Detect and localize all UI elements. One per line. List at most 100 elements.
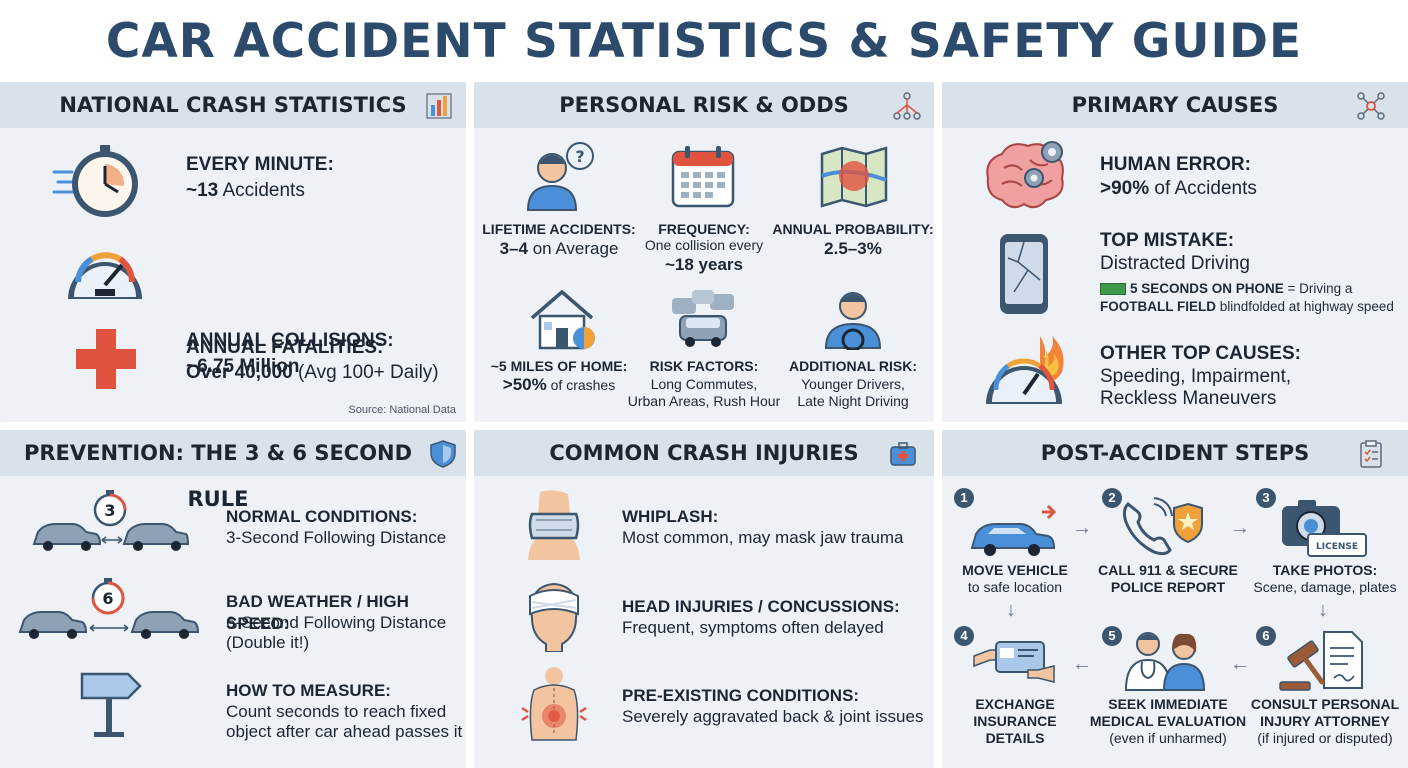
first-aid-kit-icon <box>890 442 916 466</box>
step-sub2-6: (if injured or disputed) <box>1257 730 1393 746</box>
cause-value-human-error: >90% of Accidents <box>1100 178 1257 199</box>
medical-cross-icon <box>76 329 136 389</box>
source-note: Source: National Data <box>348 404 456 416</box>
step-number-6: 6 <box>1256 626 1276 646</box>
stat-label-annual-fatalities: ANNUAL FATALITIES: <box>186 337 384 358</box>
personal-line2-risk-factors: Urban Areas, Rush Hour <box>627 393 781 409</box>
stat-label-every-minute: EVERY MINUTE: <box>186 154 334 175</box>
injury-value-whiplash: Most common, may mask jaw trauma <box>622 528 904 547</box>
prevention-label-normal: NORMAL CONDITIONS: <box>226 507 418 526</box>
cause-line1-other: Speeding, Impairment, <box>1100 366 1292 387</box>
person-question-icon: ? <box>526 142 594 211</box>
causes-panel-header: PRIMARY CAUSES <box>942 82 1408 128</box>
map-icon <box>820 146 888 208</box>
prevention-panel: PREVENTION: THE 3 & 6 SECOND RULE 3 NORM… <box>0 430 466 768</box>
prevention-label-bad-weather: BAD WEATHER / HIGH SPEED: <box>226 592 409 633</box>
clipboard-icon <box>1360 440 1382 468</box>
personal-label-additional-risk: ADDITIONAL RISK: <box>788 358 918 374</box>
svg-text:6: 6 <box>102 589 113 608</box>
network-icon <box>893 92 921 120</box>
injury-value-pre-existing: Severely aggravated back & joint issues <box>622 707 924 726</box>
neck-brace-icon <box>528 490 580 560</box>
personal-value-frequency: ~18 years <box>665 255 743 274</box>
personal-value-annual-probability: 2.5–3% <box>824 239 882 258</box>
shield-icon <box>430 440 456 468</box>
step-label-1: MOVE VEHICLE <box>962 562 1068 578</box>
back-pain-icon <box>521 667 587 741</box>
cause-label-other: OTHER TOP CAUSES: <box>1100 343 1301 364</box>
prevention-line1-measure: Count seconds to reach fixed <box>226 702 447 721</box>
speedometer-icon <box>68 252 142 299</box>
svg-text:?: ? <box>575 147 584 166</box>
personal-label-lifetime: LIFETIME ACCIDENTS: <box>482 221 636 237</box>
stat-label-annual-collisions: ANNUAL COLLISIONS: <box>186 330 394 351</box>
arrow-6-to-5: ← <box>1230 653 1250 675</box>
personal-value-miles-home: >50% of crashes <box>502 375 616 394</box>
cars-3-second-icon: 3 <box>32 490 190 551</box>
personal-label-risk-factors: RISK FACTORS: <box>649 358 759 374</box>
prevention-label-measure: HOW TO MEASURE: <box>226 681 391 700</box>
arrow-3-down: ↓ <box>1318 599 1328 621</box>
personal-label-miles-home: ~5 MILES OF HOME: <box>490 358 628 374</box>
step-sub2-4: DETAILS <box>985 730 1045 746</box>
steps-panel-header: POST-ACCIDENT STEPS <box>942 430 1408 476</box>
step-sub-2: POLICE REPORT <box>1110 579 1226 595</box>
post-accident-steps-panel: POST-ACCIDENT STEPS 1 MOVE VEHICLE to sa… <box>942 430 1408 768</box>
personal-label-annual-probability: ANNUAL PROBABILITY: <box>772 221 934 237</box>
prevention-line2-bad-weather: (Double it!) <box>226 633 310 652</box>
step-number-1: 1 <box>954 488 974 508</box>
step-label-6: CONSULT PERSONAL <box>1250 696 1400 712</box>
step-sub2-5: (even if unharmed) <box>1109 730 1227 746</box>
national-panel-header: NATIONAL CRASH STATISTICS <box>0 82 466 128</box>
arrow-5-to-4: ← <box>1072 653 1092 675</box>
traffic-icon <box>672 290 734 347</box>
svg-text:3: 3 <box>104 501 115 520</box>
step-sub-6: INJURY ATTORNEY <box>1260 713 1390 729</box>
house-icon <box>530 289 595 350</box>
personal-line2-additional-risk: Late Night Driving <box>797 393 909 409</box>
svg-text:LICENSE: LICENSE <box>1316 542 1358 552</box>
primary-causes-panel: PRIMARY CAUSES HUMAN ERROR: >90% of Acci… <box>942 82 1408 422</box>
stat-value-annual-fatalities: Over 40,000 (Avg 100+ Daily) <box>186 362 439 383</box>
step-sub-1: to safe location <box>967 579 1063 595</box>
cracked-phone-icon <box>1000 234 1048 314</box>
personal-label-frequency: FREQUENCY: <box>658 221 750 237</box>
step-label-2: CALL 911 & SECURE <box>1098 562 1238 578</box>
arrow-2-to-3: → <box>1230 517 1250 539</box>
cars-6-second-icon: 6 <box>18 578 200 639</box>
arrow-1-to-2: → <box>1072 517 1092 539</box>
page-title: CAR ACCIDENT STATISTICS & SAFETY GUIDE <box>105 14 1303 69</box>
national-statistics-panel: NATIONAL CRASH STATISTICS EVERY MINUTE: … <box>0 82 466 422</box>
speedometer-fire-icon <box>986 336 1064 404</box>
injury-label-whiplash: WHIPLASH: <box>622 507 719 526</box>
step-sub-4: INSURANCE <box>973 713 1057 729</box>
personal-risk-panel: PERSONAL RISK & ODDS ? LIFETIME ACCIDENT… <box>474 82 934 422</box>
prevention-line1-bad-weather: 6-Second Following Distance <box>226 613 447 632</box>
stat-value-every-minute: ~13 Accidents <box>186 180 305 201</box>
step-number-2: 2 <box>1102 488 1122 508</box>
step-number-4: 4 <box>954 626 974 646</box>
driver-icon <box>824 292 882 350</box>
brain-gears-icon <box>986 141 1064 209</box>
injuries-panel: COMMON CRASH INJURIES WHIPLASH: Most com… <box>474 430 934 768</box>
step-sub-3: Scene, damage, plates <box>1253 579 1397 595</box>
prevention-line1-normal: 3-Second Following Distance <box>226 528 447 547</box>
calendar-icon <box>671 146 735 208</box>
cause-label-top-mistake: TOP MISTAKE: <box>1100 230 1235 251</box>
football-field-icon <box>1100 283 1126 296</box>
bar-chart-icon <box>426 93 452 119</box>
step-sub-5: MEDICAL EVALUATION <box>1089 713 1247 729</box>
nodes-icon <box>1357 92 1385 120</box>
phone-badge-icon <box>1122 497 1203 556</box>
personal-line1-additional-risk: Younger Drivers, <box>801 376 905 392</box>
step-label-4: EXCHANGE <box>975 696 1055 712</box>
card-exchange-icon <box>973 641 1055 683</box>
gavel-document-icon <box>1279 631 1363 691</box>
injury-value-head: Frequent, symptoms often delayed <box>622 618 884 637</box>
step-label-3: TAKE PHOTOS: <box>1272 562 1378 578</box>
injuries-panel-header: COMMON CRASH INJURIES <box>474 430 934 476</box>
camera-license-icon: LICENSE <box>1282 500 1367 557</box>
prevention-line2-measure: object after car ahead passes it <box>226 722 463 741</box>
injury-label-head: HEAD INJURIES / CONCUSSIONS: <box>622 597 900 616</box>
cause-value-top-mistake: Distracted Driving <box>1100 253 1250 274</box>
